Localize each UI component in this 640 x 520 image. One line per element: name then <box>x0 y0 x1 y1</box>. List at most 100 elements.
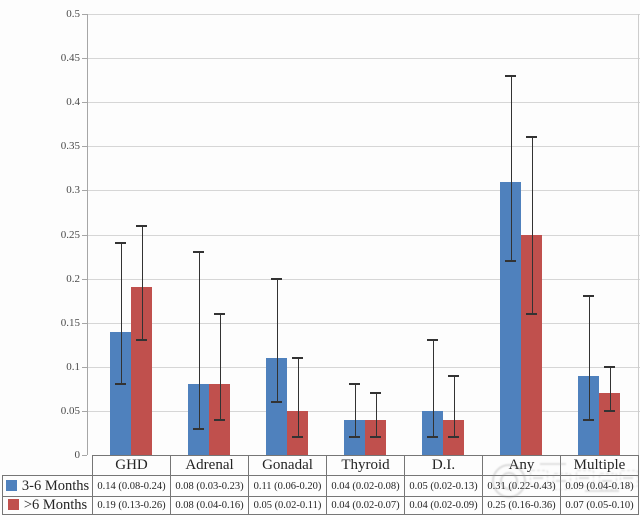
y-tick-label: 0.3 <box>66 184 80 197</box>
legend-swatch-icon <box>7 499 19 510</box>
error-bar-cap-top <box>214 312 225 315</box>
y-tick-label: 0.35 <box>60 140 80 153</box>
error-bar-cap-bottom <box>505 259 516 262</box>
value-cell: 0.04 (0.02-0.08) <box>326 475 405 497</box>
y-tick-label: 0.25 <box>60 228 80 241</box>
value-cell: 0.31 (0.22-0.43) <box>482 475 561 497</box>
y-tick-label: 0.5 <box>66 8 80 20</box>
y-gridline <box>87 190 640 192</box>
error-bar-cap-bottom <box>526 312 537 315</box>
y-axis-tick <box>82 14 87 15</box>
y-axis-tick <box>82 190 87 192</box>
y-axis-tick <box>82 322 87 324</box>
error-bar-cap-top <box>136 224 147 227</box>
y-gridline <box>87 410 640 412</box>
category-header-cell: D.I. <box>404 455 483 476</box>
error-bar <box>198 252 200 429</box>
error-bar <box>432 340 434 438</box>
plot-area: 0.5 0.45 0.4 0.35 0.3 0.25 0.2 0.15 0.1 0.05 0 <box>60 8 640 461</box>
error-bar-cap-bottom <box>427 436 438 439</box>
error-bar <box>354 384 356 438</box>
y-tick-label: 0 <box>74 449 81 461</box>
y-axis-tick <box>82 455 87 456</box>
y-axis-line <box>87 14 88 455</box>
error-bar-cap-top <box>505 74 516 77</box>
error-bar <box>531 137 533 314</box>
y-gridline <box>87 322 640 324</box>
y-tick-label: 0.15 <box>60 316 80 329</box>
value-cell: 0.08 (0.04-0.16) <box>170 496 249 515</box>
value-cell: 0.11 (0.06-0.20) <box>248 475 327 497</box>
error-bar-cap-bottom <box>604 409 615 412</box>
value-cell: 0.04 (0.02-0.07) <box>326 496 405 515</box>
legend-cell: >6 Months <box>2 496 93 515</box>
error-bar-cap-top <box>526 136 537 139</box>
value-cell: 0.08 (0.03-0.23) <box>170 475 249 497</box>
y-axis-tick <box>82 234 87 236</box>
y-tick-label: 0.2 <box>66 272 80 285</box>
y-axis-tick <box>82 410 87 412</box>
plot-right-border <box>638 14 639 455</box>
y-gridline <box>87 146 640 148</box>
error-bar <box>141 225 143 341</box>
error-bar <box>219 313 221 420</box>
error-bar-cap-bottom <box>193 427 204 430</box>
error-bar-cap-top <box>292 356 303 359</box>
error-bar-cap-top <box>604 365 615 368</box>
y-gridline <box>87 102 640 104</box>
error-bar-cap-top <box>583 295 594 298</box>
error-bar <box>609 366 611 411</box>
y-axis-tick <box>82 102 87 104</box>
bar-6Months-GHD <box>131 287 152 455</box>
error-bar-cap-bottom <box>271 401 282 404</box>
y-gridline <box>87 234 640 236</box>
error-bar-cap-bottom <box>370 436 381 439</box>
y-gridline <box>87 58 640 60</box>
error-bar <box>297 357 299 438</box>
error-bar-cap-bottom <box>349 436 360 439</box>
error-bar <box>588 296 590 420</box>
chart-data-table: GHD Adrenal Gonadal Thyroid D.I. Any Multiple 3… <box>2 455 639 515</box>
bar-6Months-Multiple <box>599 393 620 455</box>
error-bar-cap-top <box>271 277 282 280</box>
error-bar-cap-bottom <box>583 418 594 421</box>
bar-36Months-Gonadal <box>266 357 287 455</box>
y-tick-label: 0.45 <box>60 52 80 65</box>
error-bar <box>510 75 512 261</box>
error-bar-cap-top <box>115 242 126 245</box>
value-cell: 0.09 (0.04-0.18) <box>560 475 639 497</box>
bar-36Months-GHD <box>110 331 131 455</box>
error-bar-cap-top <box>427 339 438 342</box>
category-header-cell: Adrenal <box>170 455 249 476</box>
value-cell: 0.07 (0.05-0.10) <box>560 496 639 515</box>
error-bar <box>276 278 278 403</box>
category-header-cell: GHD <box>92 455 171 476</box>
y-gridline <box>87 14 640 15</box>
error-bar-cap-bottom <box>115 383 126 386</box>
error-bar <box>375 393 377 438</box>
value-cell: 0.04 (0.02-0.09) <box>404 496 483 515</box>
y-axis-tick <box>82 58 87 60</box>
error-bar-cap-top <box>193 251 204 254</box>
value-cell: 0.14 (0.08-0.24) <box>92 475 171 497</box>
error-bar-cap-top <box>448 374 459 377</box>
y-axis-tick <box>82 366 87 368</box>
legend-swatch-icon <box>5 479 17 491</box>
bar-6Months-Any <box>521 234 542 455</box>
category-header-cell: Multiple <box>560 455 639 476</box>
category-header-cell: Thyroid <box>326 455 405 476</box>
value-cell: 0.19 (0.13-0.26) <box>92 496 171 515</box>
value-cell: 0.05 (0.02-0.11) <box>248 496 327 515</box>
y-axis-tick <box>82 146 87 148</box>
category-header-cell: Any <box>482 455 561 476</box>
y-axis-tick <box>82 278 87 280</box>
legend-cell: 3-6 Months <box>2 475 93 497</box>
table-corner-blank <box>3 456 93 476</box>
value-cell: 0.05 (0.02-0.13) <box>404 475 483 497</box>
y-tick-label: 0.05 <box>60 404 80 417</box>
error-bar-cap-bottom <box>136 339 147 342</box>
error-bar-cap-bottom <box>214 418 225 421</box>
error-bar-cap-top <box>349 383 360 386</box>
error-bar <box>120 243 122 385</box>
